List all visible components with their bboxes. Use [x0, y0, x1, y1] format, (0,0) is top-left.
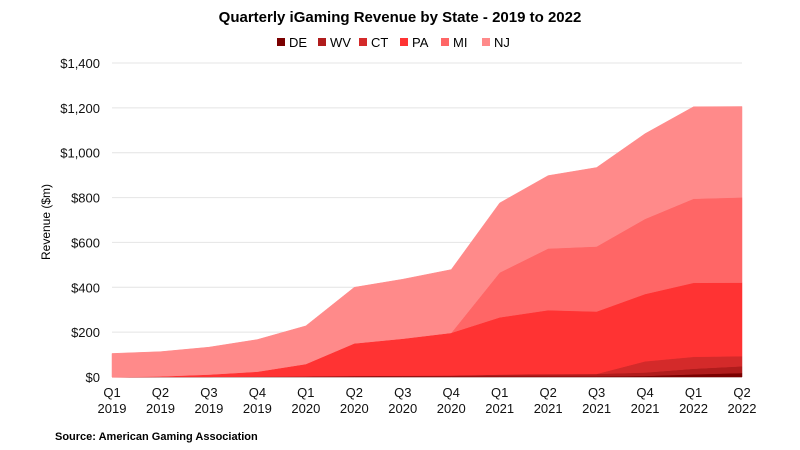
x-tick-label-quarter: Q1: [103, 385, 120, 400]
x-tick-label-year: 2020: [340, 401, 369, 416]
y-tick-label: $1,000: [60, 146, 100, 161]
y-tick-label: $1,200: [60, 101, 100, 116]
legend-label-de: DE: [289, 35, 307, 50]
legend-swatch-pa: [400, 38, 408, 46]
x-tick-label-quarter: Q1: [685, 385, 702, 400]
y-tick-label: $400: [71, 280, 100, 295]
legend-label-nj: NJ: [494, 35, 510, 50]
x-tick-label-quarter: Q3: [588, 385, 605, 400]
x-tick-label-year: 2019: [98, 401, 127, 416]
legend-swatch-ct: [359, 38, 367, 46]
x-tick-label-quarter: Q2: [539, 385, 556, 400]
x-tick-label-quarter: Q4: [636, 385, 653, 400]
x-axis: Q12019Q22019Q32019Q42019Q12020Q22020Q320…: [98, 385, 757, 416]
y-tick-label: $600: [71, 235, 100, 250]
legend-label-pa: PA: [412, 35, 429, 50]
x-tick-label-quarter: Q1: [297, 385, 314, 400]
legend-label-mi: MI: [453, 35, 467, 50]
legend-label-wv: WV: [330, 35, 351, 50]
x-tick-label-quarter: Q4: [443, 385, 460, 400]
x-tick-label-quarter: Q2: [152, 385, 169, 400]
legend-swatch-wv: [318, 38, 326, 46]
stacked-areas: [111, 106, 743, 378]
y-tick-label: $800: [71, 191, 100, 206]
y-axis-label: Revenue ($m): [39, 184, 53, 260]
x-tick-label-quarter: Q1: [491, 385, 508, 400]
x-tick-label-quarter: Q3: [200, 385, 217, 400]
legend-swatch-nj: [482, 38, 490, 46]
legend-swatch-mi: [441, 38, 449, 46]
x-tick-label-year: 2019: [146, 401, 175, 416]
legend-swatch-de: [277, 38, 285, 46]
x-tick-label-year: 2019: [243, 401, 272, 416]
x-tick-label-quarter: Q2: [346, 385, 363, 400]
chart-title: Quarterly iGaming Revenue by State - 201…: [219, 9, 582, 26]
x-tick-label-year: 2021: [582, 401, 611, 416]
x-tick-label-year: 2020: [388, 401, 417, 416]
x-tick-label-quarter: Q3: [394, 385, 411, 400]
source-note: Source: American Gaming Association: [55, 431, 258, 443]
y-axis: $0 $200 $400 $600 $800 $1,000 $1,200 $1,400: [60, 56, 100, 385]
x-tick-label-quarter: Q2: [733, 385, 750, 400]
y-tick-label: $1,400: [60, 56, 100, 71]
x-tick-label-year: 2022: [728, 401, 757, 416]
x-tick-label-quarter: Q4: [249, 385, 266, 400]
y-tick-label: $200: [71, 325, 100, 340]
x-tick-label-year: 2021: [631, 401, 660, 416]
legend-label-ct: CT: [371, 35, 388, 50]
x-tick-label-year: 2020: [437, 401, 466, 416]
area-series-nj: [111, 106, 743, 378]
x-tick-label-year: 2021: [485, 401, 514, 416]
y-tick-label: $0: [86, 370, 100, 385]
x-tick-label-year: 2021: [534, 401, 563, 416]
legend: DE WV CT PA MI NJ: [277, 35, 510, 50]
x-tick-label-year: 2019: [194, 401, 223, 416]
x-tick-label-year: 2020: [291, 401, 320, 416]
x-tick-label-year: 2022: [679, 401, 708, 416]
